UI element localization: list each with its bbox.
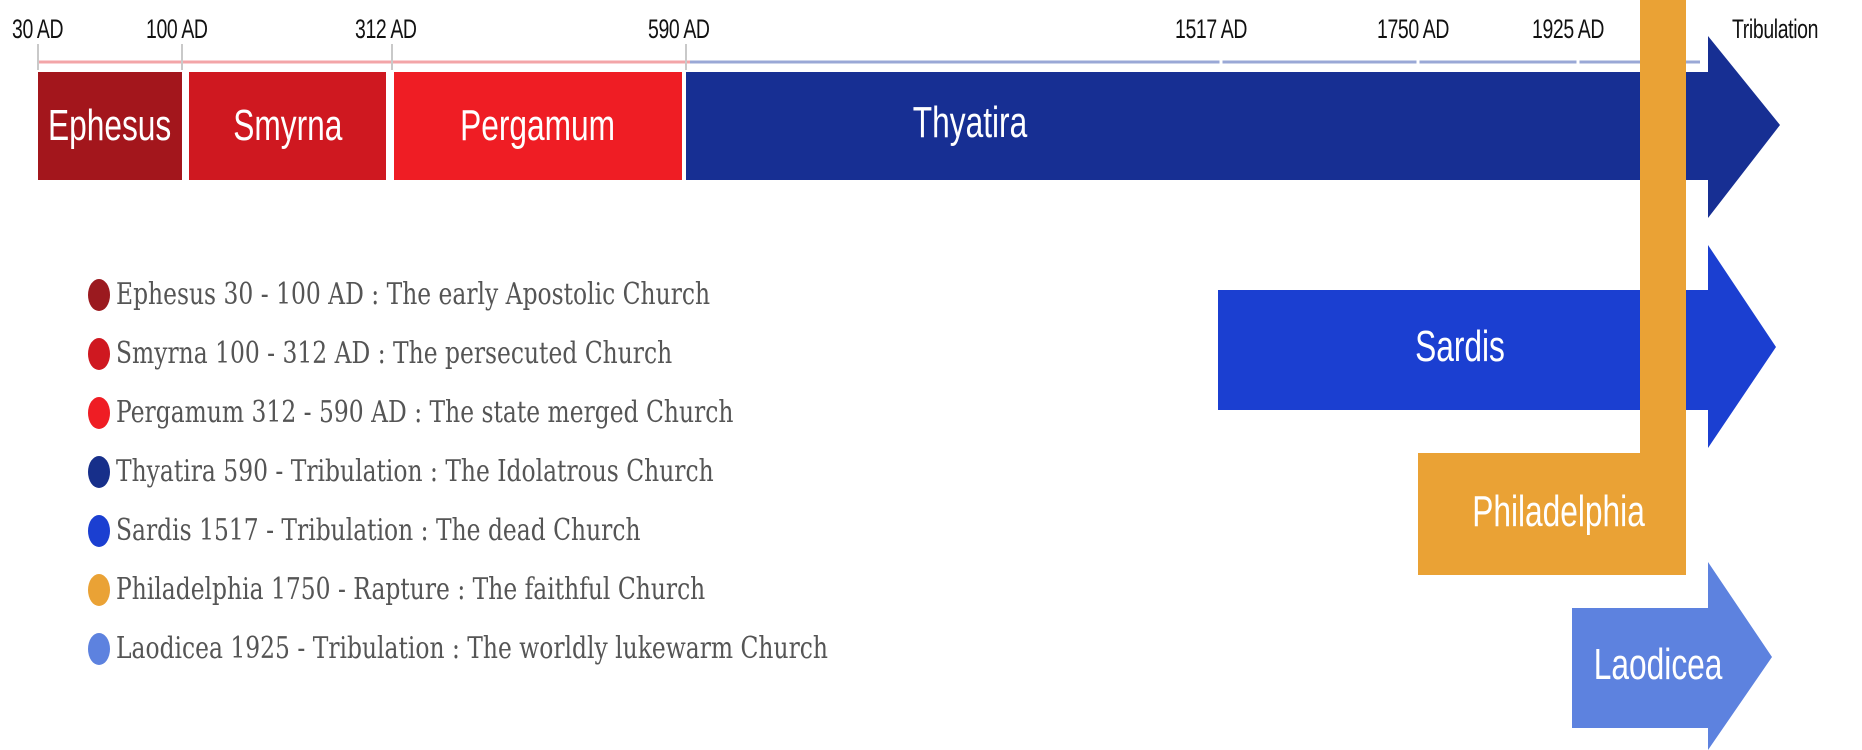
tick-label-100: 100 AD bbox=[146, 14, 208, 44]
segment-label-pergamum: Pergamum bbox=[460, 101, 616, 150]
tick-label-1925: 1925 AD bbox=[1532, 14, 1605, 44]
tick-label-30: 30 AD bbox=[12, 14, 64, 44]
segment-ephesus: Ephesus bbox=[38, 72, 182, 180]
arrow-label-laodicea: Laodicea bbox=[1593, 640, 1723, 689]
legend: Ephesus 30 - 100 AD : The early Apostoli… bbox=[88, 265, 1029, 678]
segment-pergamum: Pergamum bbox=[394, 72, 682, 180]
legend-text: Thyatira 590 - Tribulation : The Idolatr… bbox=[116, 454, 714, 489]
tick-label-1750: 1750 AD bbox=[1377, 14, 1450, 44]
legend-text: Ephesus 30 - 100 AD : The early Apostoli… bbox=[116, 277, 711, 312]
legend-dot-icon bbox=[88, 455, 110, 488]
arrow-label-sardis: Sardis bbox=[1415, 322, 1505, 371]
laodicea-arrow bbox=[1572, 562, 1772, 750]
philadelphia-bracket bbox=[1418, 0, 1686, 575]
tick-label-tribulation: Tribulation bbox=[1732, 14, 1819, 44]
legend-item-smyrna: Smyrna 100 - 312 AD : The persecuted Chu… bbox=[88, 324, 1029, 383]
legend-text: Smyrna 100 - 312 AD : The persecuted Chu… bbox=[116, 336, 673, 371]
legend-dot-icon bbox=[88, 396, 110, 429]
tick-label-1517: 1517 AD bbox=[1175, 14, 1248, 44]
legend-text: Philadelphia 1750 - Rapture : The faithf… bbox=[116, 572, 706, 607]
segment-label-ephesus: Ephesus bbox=[48, 101, 172, 150]
segment-smyrna: Smyrna bbox=[189, 72, 386, 180]
tick-label-590: 590 AD bbox=[648, 14, 710, 44]
legend-item-laodicea: Laodicea 1925 - Tribulation : The worldl… bbox=[88, 619, 1029, 678]
legend-item-thyatira: Thyatira 590 - Tribulation : The Idolatr… bbox=[88, 442, 1029, 501]
legend-dot-icon bbox=[88, 278, 110, 311]
legend-item-sardis: Sardis 1517 - Tribulation : The dead Chu… bbox=[88, 501, 1029, 560]
legend-dot-icon bbox=[88, 573, 110, 606]
sardis-arrow bbox=[1218, 245, 1776, 448]
legend-item-philadelphia: Philadelphia 1750 - Rapture : The faithf… bbox=[88, 560, 1029, 619]
thyatira-arrow bbox=[686, 36, 1780, 218]
legend-item-ephesus: Ephesus 30 - 100 AD : The early Apostoli… bbox=[88, 265, 1029, 324]
arrow-label-philadelphia: Philadelphia bbox=[1472, 487, 1645, 536]
segment-label-smyrna: Smyrna bbox=[232, 101, 343, 150]
legend-text: Laodicea 1925 - Tribulation : The worldl… bbox=[116, 631, 828, 666]
legend-dot-icon bbox=[88, 632, 110, 665]
tick-label-312: 312 AD bbox=[355, 14, 417, 44]
legend-text: Sardis 1517 - Tribulation : The dead Chu… bbox=[116, 513, 641, 548]
legend-item-pergamum: Pergamum 312 - 590 AD : The state merged… bbox=[88, 383, 1029, 442]
arrow-label-thyatira: Thyatira bbox=[912, 98, 1028, 147]
legend-dot-icon bbox=[88, 337, 110, 370]
legend-dot-icon bbox=[88, 514, 110, 547]
legend-text: Pergamum 312 - 590 AD : The state merged… bbox=[116, 395, 734, 430]
